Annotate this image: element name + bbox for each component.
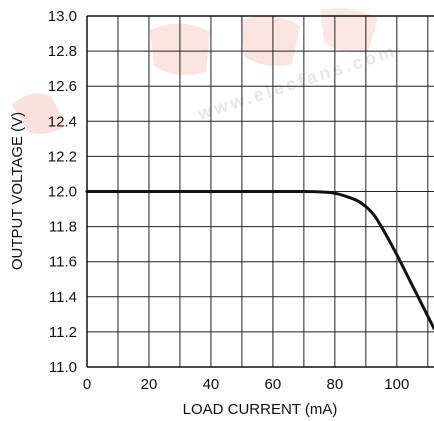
x-tick-label: 100 [384,376,409,393]
y-tick-label: 11.2 [49,324,77,341]
x-tick-label: 60 [265,376,282,393]
y-tick-label: 11.6 [49,254,77,271]
watermark-glyph-shape [12,93,66,135]
y-tick-label: 12.4 [48,113,77,130]
y-tick-label: 12.2 [48,148,77,165]
y-tick-label: 11.8 [49,219,77,236]
y-tick-label: 11.4 [49,289,77,306]
x-tick-labels: 0 20 40 60 80 100 [83,376,410,393]
y-tick-label: 13.0 [48,8,77,25]
watermark-glyph-shape [320,8,378,53]
y-tick-labels: 11.0 11.2 11.4 11.6 11.8 12.0 12.2 12.4 12.6 12.8… [48,8,77,376]
x-tick-label: 40 [203,376,220,393]
series [85,189,434,330]
x-axis-label: LOAD CURRENT (mA) [183,401,338,418]
y-axis-label: OUTPUT VOLTAGE (V) [9,112,26,270]
y-tick-label: 12.6 [48,78,77,95]
watermark-text: www.elecfans.com [194,40,399,124]
series-line [85,189,434,330]
y-tick-label: 11.0 [49,359,77,376]
y-tick-label: 12.0 [48,184,77,201]
x-tick-label: 20 [141,376,158,393]
watermark-glyph-shape [240,16,300,66]
x-tick-label: 80 [327,376,344,393]
x-tick-label: 0 [83,376,91,393]
y-tick-label: 12.8 [48,43,77,60]
